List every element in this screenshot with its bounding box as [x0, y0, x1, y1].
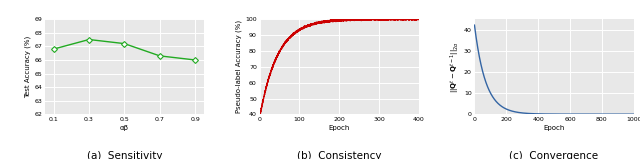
Text: (b)  Consistency: (b) Consistency: [297, 151, 381, 159]
Text: (a)  Sensitivity: (a) Sensitivity: [86, 151, 162, 159]
X-axis label: Epoch: Epoch: [328, 125, 350, 131]
Y-axis label: Test Accuracy (%): Test Accuracy (%): [25, 36, 31, 98]
X-axis label: αβ: αβ: [120, 125, 129, 131]
Y-axis label: $||\mathbf{Q}^t - \mathbf{Q}^{t-1}||_{2\alpha}$: $||\mathbf{Q}^t - \mathbf{Q}^{t-1}||_{2\…: [448, 41, 461, 93]
X-axis label: Epoch: Epoch: [543, 125, 564, 131]
Y-axis label: Pseudo-label Accuracy (%): Pseudo-label Accuracy (%): [236, 20, 243, 113]
Text: (c)  Convergence: (c) Convergence: [509, 151, 598, 159]
